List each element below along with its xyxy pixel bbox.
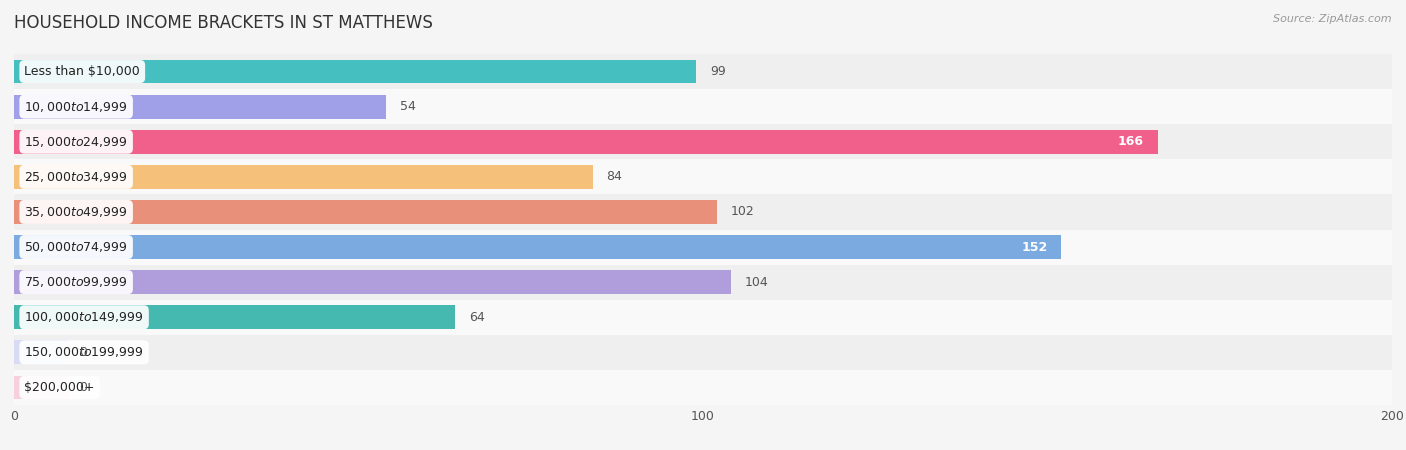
Text: $150,000 to $199,999: $150,000 to $199,999 bbox=[24, 345, 143, 360]
Text: 54: 54 bbox=[399, 100, 416, 113]
Text: 0: 0 bbox=[80, 381, 87, 394]
Text: 64: 64 bbox=[468, 311, 485, 324]
Bar bbox=[14, 89, 1392, 124]
Text: $35,000 to $49,999: $35,000 to $49,999 bbox=[24, 205, 128, 219]
Text: Less than $10,000: Less than $10,000 bbox=[24, 65, 141, 78]
Text: Source: ZipAtlas.com: Source: ZipAtlas.com bbox=[1274, 14, 1392, 23]
Text: $15,000 to $24,999: $15,000 to $24,999 bbox=[24, 135, 128, 149]
Bar bbox=[14, 94, 387, 119]
Text: 166: 166 bbox=[1118, 135, 1144, 148]
Text: 104: 104 bbox=[744, 276, 768, 288]
Bar bbox=[14, 165, 593, 189]
Bar bbox=[14, 200, 717, 224]
Text: $100,000 to $149,999: $100,000 to $149,999 bbox=[24, 310, 143, 324]
Text: 152: 152 bbox=[1021, 241, 1047, 253]
Bar bbox=[14, 265, 1392, 300]
Text: $50,000 to $74,999: $50,000 to $74,999 bbox=[24, 240, 128, 254]
Text: 102: 102 bbox=[731, 206, 754, 218]
Text: 99: 99 bbox=[710, 65, 725, 78]
Bar bbox=[14, 230, 1392, 265]
Bar bbox=[14, 375, 69, 400]
Bar bbox=[14, 54, 1392, 89]
Text: $200,000+: $200,000+ bbox=[24, 381, 94, 394]
Text: 84: 84 bbox=[606, 171, 623, 183]
Bar bbox=[14, 59, 696, 84]
Text: $25,000 to $34,999: $25,000 to $34,999 bbox=[24, 170, 128, 184]
Bar bbox=[14, 370, 1392, 405]
Bar bbox=[14, 305, 456, 329]
Text: $75,000 to $99,999: $75,000 to $99,999 bbox=[24, 275, 128, 289]
Bar bbox=[14, 130, 1157, 154]
Text: HOUSEHOLD INCOME BRACKETS IN ST MATTHEWS: HOUSEHOLD INCOME BRACKETS IN ST MATTHEWS bbox=[14, 14, 433, 32]
Text: 0: 0 bbox=[80, 346, 87, 359]
Bar bbox=[14, 159, 1392, 194]
Bar bbox=[14, 270, 731, 294]
Bar bbox=[14, 340, 69, 364]
Bar bbox=[14, 335, 1392, 370]
Bar bbox=[14, 235, 1062, 259]
Bar bbox=[14, 194, 1392, 230]
Bar bbox=[14, 124, 1392, 159]
Text: $10,000 to $14,999: $10,000 to $14,999 bbox=[24, 99, 128, 114]
Bar bbox=[14, 300, 1392, 335]
